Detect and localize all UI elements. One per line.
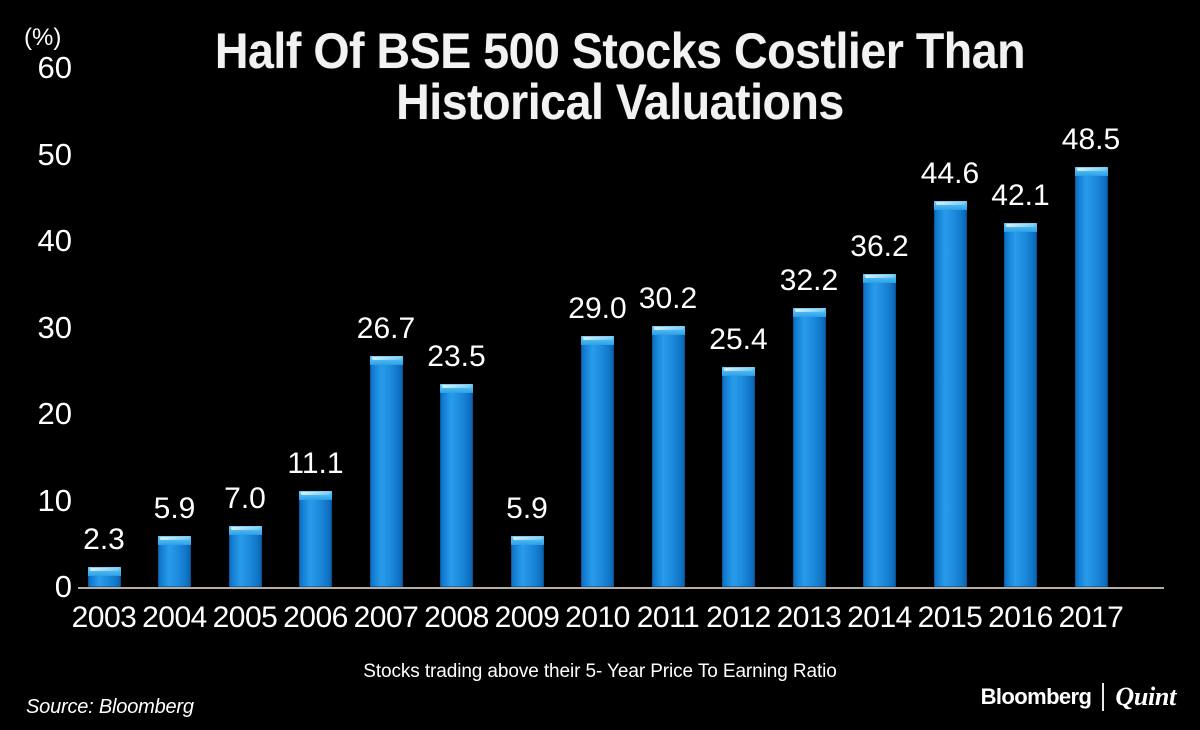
x-axis-label-2011: 2011 (636, 601, 700, 634)
y-axis-tick-10: 10 (37, 482, 72, 518)
value-label-2010: 29.0 (568, 292, 627, 326)
bar-cap (87, 567, 121, 577)
logo-quint-text: Quint (1115, 682, 1176, 711)
bar-2010[interactable] (581, 336, 614, 587)
x-axis-label-2009: 2009 (494, 601, 560, 634)
chart-title-line-2: Historical Valuations (396, 74, 844, 130)
bar-cap (863, 273, 896, 283)
bar-cap (651, 325, 685, 335)
bar-2006[interactable] (299, 490, 332, 587)
bar-cap-highlight (371, 357, 401, 361)
value-label-2012: 25.4 (709, 323, 768, 357)
x-axis-label-2015: 2015 (917, 601, 983, 634)
bar-2005[interactable] (228, 526, 262, 587)
y-axis-tick-60: 60 (37, 50, 72, 85)
bar-cap-highlight (794, 309, 824, 313)
bar-cap-highlight (724, 368, 753, 372)
x-axis-label-2014: 2014 (847, 601, 912, 634)
bar-cap (369, 356, 403, 366)
value-label-2003: 2.3 (83, 523, 125, 557)
value-label-2009: 5.9 (506, 491, 548, 525)
y-axis-tick-0: 0 (54, 569, 72, 604)
bar-cap-highlight (512, 536, 542, 540)
bar-cap (158, 535, 191, 545)
chart-title: Half Of BSE 500 Stocks Costlier Than His… (192, 26, 1048, 128)
value-label-2016: 42.1 (991, 178, 1050, 212)
bar-2013[interactable] (792, 308, 826, 587)
chart-title-line-1: Half Of BSE 500 Stocks Costlier Than (214, 23, 1026, 79)
bar-cap-highlight (583, 337, 612, 341)
x-axis-label-2008: 2008 (424, 601, 489, 634)
y-axis-tick-50: 50 (37, 136, 72, 172)
bar-cap (581, 336, 614, 346)
bar-cap (299, 490, 332, 500)
bar-2017[interactable] (1074, 167, 1108, 587)
bloombergquint-logo: Bloomberg Quint (981, 682, 1176, 712)
bar-cap-highlight (935, 202, 965, 206)
value-label-2017: 48.5 (1061, 123, 1121, 157)
value-label-2014: 36.2 (850, 229, 909, 263)
y-axis-unit-label: (%) (24, 24, 62, 51)
bar-2014[interactable] (863, 273, 896, 587)
bar-cap (440, 383, 473, 393)
x-axis-label-2005: 2005 (212, 601, 278, 634)
bar-2003[interactable] (87, 567, 121, 587)
value-label-2007: 26.7 (356, 312, 416, 346)
bar-2011[interactable] (651, 325, 685, 587)
bar-cap (722, 367, 755, 377)
bar-cap-highlight (301, 491, 330, 495)
bar-cap-highlight (1006, 223, 1035, 227)
bar-cap (510, 535, 544, 545)
bar-cap (933, 201, 967, 211)
bar-cap-highlight (865, 274, 894, 278)
value-label-2008: 23.5 (427, 339, 486, 373)
bar-cap-highlight (442, 384, 471, 388)
value-label-2004: 5.9 (153, 491, 196, 525)
x-axis-label-2017: 2017 (1058, 601, 1124, 634)
bar-cap (1004, 222, 1037, 232)
bar-cap-highlight (230, 527, 260, 531)
value-label-2013: 32.2 (779, 264, 839, 298)
x-axis-label-2006: 2006 (283, 601, 348, 634)
bar-2004[interactable] (158, 535, 191, 587)
chart-caption: Stocks trading above their 5- Year Price… (363, 661, 837, 682)
x-axis-label-2010: 2010 (565, 601, 630, 634)
bar-cap-highlight (89, 568, 119, 572)
bar-cap (792, 308, 826, 318)
bar-cap-highlight (653, 326, 683, 330)
bar-2007[interactable] (369, 356, 403, 587)
x-axis-label-2012: 2012 (706, 601, 771, 634)
x-axis-label-2007: 2007 (353, 601, 419, 634)
x-axis-label-2003: 2003 (71, 601, 137, 634)
value-label-2015: 44.6 (920, 157, 980, 191)
y-axis-tick-40: 40 (37, 223, 72, 258)
logo-divider (1102, 683, 1105, 711)
x-axis-label-2013: 2013 (776, 601, 842, 634)
value-label-2006: 11.1 (287, 446, 344, 480)
bar-2015[interactable] (933, 201, 967, 587)
bar-cap-highlight (1076, 168, 1106, 172)
y-axis-tick-30: 30 (37, 309, 72, 345)
bar-2008[interactable] (440, 383, 473, 587)
value-label-2011: 30.2 (638, 281, 698, 315)
bar-cap-highlight (160, 536, 189, 540)
bar-cap (1074, 167, 1108, 177)
y-axis-tick-20: 20 (37, 396, 72, 431)
x-axis-baseline (78, 587, 1164, 589)
bar-2009[interactable] (510, 535, 544, 587)
bar-2012[interactable] (722, 367, 755, 587)
bar-cap (228, 526, 262, 536)
logo-bloomberg-text: Bloomberg (980, 684, 1092, 709)
value-label-2005: 7.0 (224, 482, 266, 516)
x-axis-label-2016: 2016 (988, 601, 1053, 634)
chart-source: Source: Bloomberg (26, 696, 194, 718)
x-axis-label-2004: 2004 (142, 601, 207, 634)
bar-2016[interactable] (1004, 222, 1037, 587)
